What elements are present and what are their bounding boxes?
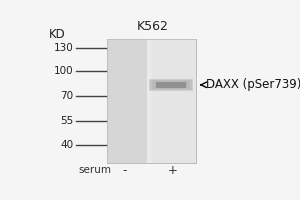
Text: 70: 70 [60, 91, 74, 101]
Text: 40: 40 [60, 140, 74, 150]
Text: serum: serum [78, 165, 111, 175]
Bar [150, 80, 192, 90]
Text: -: - [122, 164, 127, 177]
Bar [156, 82, 186, 88]
Text: KD: KD [49, 28, 66, 41]
Bar [107, 39, 196, 163]
Bar [153, 81, 189, 89]
Text: 100: 100 [54, 66, 74, 76]
Bar [107, 39, 196, 163]
Text: K562: K562 [137, 20, 169, 33]
Text: 55: 55 [60, 116, 74, 126]
Text: 130: 130 [54, 43, 74, 53]
Bar [152, 80, 190, 89]
Text: DAXX (pSer739): DAXX (pSer739) [206, 78, 300, 91]
Text: +: + [167, 164, 177, 177]
Bar [154, 82, 188, 88]
Bar [149, 79, 193, 91]
